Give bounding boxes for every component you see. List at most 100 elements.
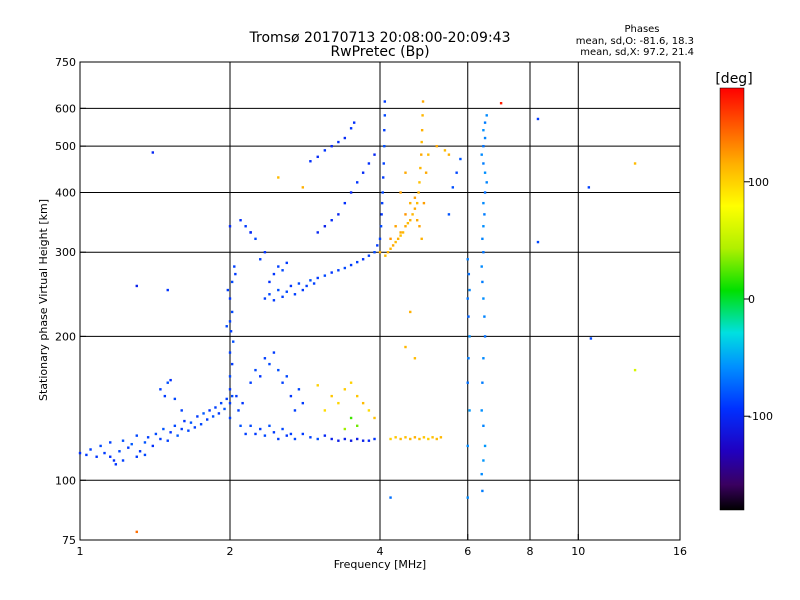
data-point xyxy=(89,448,92,451)
data-point xyxy=(373,437,376,441)
data-point xyxy=(297,282,301,285)
data-point xyxy=(380,201,384,205)
x-tick-label: 4 xyxy=(377,545,384,558)
data-point xyxy=(447,153,451,156)
data-point xyxy=(180,409,183,412)
data-point xyxy=(482,297,485,300)
data-point xyxy=(330,144,333,148)
data-point xyxy=(214,406,217,409)
data-point xyxy=(373,416,376,420)
info-line: mean, sd,X: 97.2, 21.4 xyxy=(580,47,694,58)
data-point xyxy=(419,166,422,170)
data-point xyxy=(367,162,371,165)
data-point xyxy=(427,437,430,441)
data-point xyxy=(482,201,485,205)
data-point xyxy=(418,437,421,441)
data-point xyxy=(536,117,540,121)
data-point xyxy=(263,434,267,437)
y-tick-label: 500 xyxy=(55,140,76,153)
data-point xyxy=(389,496,392,499)
data-point xyxy=(268,280,271,284)
data-point xyxy=(166,381,169,384)
data-point xyxy=(135,530,138,534)
data-point xyxy=(323,409,327,412)
data-point xyxy=(196,415,199,418)
data-point xyxy=(343,266,347,270)
data-point xyxy=(263,251,267,254)
data-point xyxy=(409,201,412,205)
data-point xyxy=(249,231,252,234)
data-point xyxy=(409,437,412,441)
data-point xyxy=(391,244,395,247)
data-point xyxy=(337,439,340,442)
data-point xyxy=(404,345,407,349)
data-point xyxy=(404,171,407,174)
data-point xyxy=(272,431,276,434)
data-point xyxy=(272,351,276,354)
data-point xyxy=(187,429,190,432)
data-point xyxy=(272,272,276,276)
data-point xyxy=(367,409,371,412)
data-point xyxy=(208,409,211,412)
data-point xyxy=(169,378,172,382)
data-point xyxy=(217,412,221,415)
data-point xyxy=(373,251,376,254)
y-tick-label: 200 xyxy=(55,330,76,343)
data-point xyxy=(349,127,353,130)
data-point xyxy=(404,225,407,228)
data-point xyxy=(378,237,382,241)
data-point xyxy=(259,427,262,431)
chart-title: Tromsø 20170713 20:08:00-20:09:43 xyxy=(249,30,511,46)
data-point xyxy=(173,397,177,401)
data-point xyxy=(422,201,426,205)
data-point xyxy=(394,225,397,228)
data-point xyxy=(330,271,333,274)
data-point xyxy=(254,237,257,241)
data-point xyxy=(466,297,469,300)
colorbar-tick-label: 0 xyxy=(748,293,755,306)
data-point xyxy=(633,368,637,372)
data-point xyxy=(373,153,376,156)
data-point xyxy=(352,121,356,124)
data-point xyxy=(451,186,455,189)
data-point xyxy=(481,237,484,241)
data-point xyxy=(422,436,426,439)
data-point xyxy=(223,407,226,411)
data-point xyxy=(146,436,150,439)
data-point xyxy=(466,444,469,448)
data-point xyxy=(361,258,365,261)
data-point xyxy=(536,240,540,244)
data-point xyxy=(468,335,471,338)
data-point xyxy=(480,472,483,476)
data-point xyxy=(483,213,486,216)
y-tick-label: 300 xyxy=(55,246,76,259)
data-point xyxy=(413,357,417,360)
data-point xyxy=(376,244,379,247)
data-point xyxy=(263,297,267,300)
data-point xyxy=(323,149,327,152)
data-point xyxy=(234,272,237,276)
x-axis-ticks: 1 2 4 6 8 10 16 xyxy=(77,534,687,558)
data-point xyxy=(232,340,235,343)
data-point xyxy=(355,394,359,398)
data-point xyxy=(349,439,353,442)
data-point xyxy=(166,288,169,292)
data-point xyxy=(330,437,333,441)
data-point xyxy=(485,114,488,117)
data-point xyxy=(382,176,385,179)
data-point xyxy=(235,394,238,398)
data-point xyxy=(421,114,424,117)
data-point xyxy=(401,231,405,234)
data-point xyxy=(399,191,402,194)
data-point xyxy=(301,432,305,436)
data-point xyxy=(143,453,147,457)
y-tick-label: 75 xyxy=(62,534,76,547)
y-tick-label: 750 xyxy=(55,56,76,69)
colorbar-ticks: 100 0 -100 xyxy=(744,176,773,423)
data-point xyxy=(481,381,484,384)
data-point xyxy=(399,231,402,234)
data-point xyxy=(121,439,125,442)
data-point xyxy=(99,444,102,448)
data-point xyxy=(85,453,88,457)
data-point xyxy=(309,436,312,439)
